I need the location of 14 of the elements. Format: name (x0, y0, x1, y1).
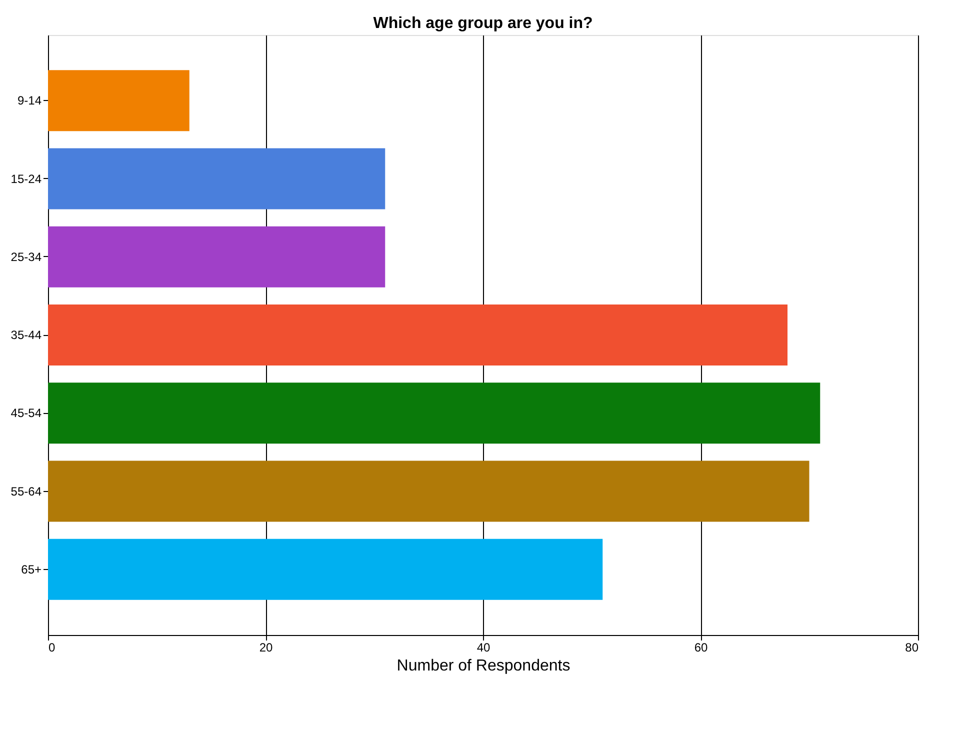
x-axis-title: Number of Respondents (396, 658, 570, 674)
y-tick-label: 65+ (21, 562, 42, 576)
x-tick-label: 20 (259, 640, 273, 654)
chart-title: Which age group are you in? (373, 15, 593, 32)
x-tick-label: 60 (694, 640, 708, 654)
x-tick-label: 40 (476, 640, 490, 654)
x-tick-label: 80 (905, 640, 919, 654)
x-tick-label: 0 (48, 640, 56, 654)
y-tick-label: 9-14 (17, 94, 42, 108)
y-tick-label: 45-54 (10, 406, 42, 420)
y-tick-label: 15-24 (10, 172, 42, 186)
y-tick-label: 35-44 (10, 328, 42, 342)
y-tick-label: 25-34 (10, 250, 42, 264)
y-tick-label: 55-64 (10, 484, 42, 498)
